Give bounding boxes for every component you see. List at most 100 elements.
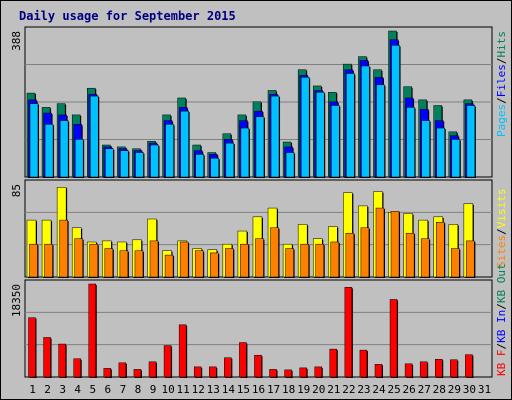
sites-bar — [420, 238, 430, 278]
sites-bar — [375, 207, 385, 278]
kbytes-bar — [404, 363, 413, 378]
legend-sites-visits: Sites/Visits — [495, 189, 508, 269]
pages-bar — [361, 65, 370, 178]
y-max-label-panel-1: 388 — [10, 31, 23, 51]
pages-bar — [210, 157, 220, 178]
kbytes-bar — [314, 366, 322, 378]
sites-bar — [360, 227, 370, 278]
sites-bar — [240, 243, 249, 278]
legend-pages-files-hits: Pages/Files/Hits — [495, 31, 508, 137]
legend-pages-files-hits-part: / — [495, 58, 508, 65]
kbytes-bar — [73, 358, 81, 378]
kbytes-bar — [58, 343, 66, 378]
sites-bar — [59, 219, 68, 278]
pages-bar — [195, 154, 204, 178]
pages-bar — [135, 152, 144, 178]
x-tick-label: 27 — [418, 383, 431, 396]
kbytes-bar — [239, 342, 247, 378]
sites-bar — [29, 243, 38, 278]
legend-kbytes-part: KB Out — [495, 263, 508, 303]
x-tick-label: 7 — [120, 383, 127, 396]
pages-bar — [466, 105, 476, 178]
sites-bar — [270, 227, 279, 278]
legend-kbytes: KB F/KB In/KB Out — [495, 263, 508, 376]
sites-bar — [119, 250, 129, 278]
sites-bar — [149, 240, 159, 278]
x-tick-label: 24 — [372, 383, 386, 396]
pages-bar — [436, 127, 445, 178]
kbytes-bar — [103, 368, 112, 378]
pages-bar — [90, 95, 99, 178]
sites-bar — [345, 232, 355, 278]
sites-bar — [315, 243, 324, 278]
legend-pages-files-hits-part: Hits — [495, 31, 508, 58]
legend-sites-visits-part: Visits — [495, 189, 508, 229]
kbytes-bar — [193, 366, 202, 378]
sites-bar — [466, 240, 475, 278]
x-tick-label: 15 — [237, 383, 250, 396]
x-tick-label: 9 — [150, 383, 157, 396]
x-tick-label: 31 — [478, 383, 491, 396]
x-tick-label: 4 — [74, 383, 81, 396]
pages-bar — [225, 142, 235, 178]
kbytes-bar — [28, 317, 36, 378]
x-tick-label: 29 — [448, 383, 461, 396]
sites-bar — [134, 250, 144, 278]
pages-bar — [29, 103, 39, 178]
x-tick-label: 28 — [433, 383, 446, 396]
x-tick-label: 26 — [403, 383, 416, 396]
pages-bar — [315, 92, 325, 178]
kbytes-bar — [148, 361, 157, 378]
sites-bar — [210, 252, 219, 278]
x-tick-label: 17 — [267, 383, 280, 396]
sites-bar — [405, 232, 415, 278]
legend-kbytes-part: / — [495, 343, 508, 350]
sites-bar — [89, 243, 99, 278]
kbytes-bar — [163, 345, 172, 378]
pages-bar — [376, 84, 385, 178]
pages-bar — [74, 139, 84, 178]
kbytes-bar — [359, 349, 368, 378]
sites-bar — [164, 254, 174, 278]
x-tick-label: 8 — [135, 383, 142, 396]
pages-bar — [346, 73, 355, 178]
sites-bar — [285, 248, 294, 278]
x-tick-label: 21 — [327, 383, 340, 396]
pages-bar — [105, 148, 114, 178]
pages-bar — [285, 152, 295, 178]
kbytes-bar — [465, 354, 473, 378]
kbytes-bar — [118, 362, 127, 378]
pages-bar — [406, 107, 415, 178]
sites-bar — [390, 211, 400, 278]
x-tick-label: 22 — [342, 383, 355, 396]
chart-title: Daily usage for September 2015 — [19, 9, 236, 23]
y-max-label-panel-2: 85 — [10, 184, 23, 197]
x-tick-label: 20 — [312, 383, 325, 396]
x-tick-label: 25 — [387, 383, 400, 396]
legend-kbytes-part: KB F — [495, 350, 508, 377]
pages-bar — [270, 95, 280, 178]
kbytes-bar — [269, 369, 277, 378]
sites-bar — [435, 222, 445, 278]
kbytes-bar — [284, 369, 292, 378]
x-tick-label: 1 — [29, 383, 36, 396]
kbytes-bar — [254, 354, 262, 378]
sites-bar — [330, 241, 340, 278]
sites-bar — [74, 238, 83, 278]
legend-sites-visits-part: Sites — [495, 235, 508, 268]
legend-kbytes-part: KB In — [495, 310, 508, 343]
x-tick-label: 13 — [207, 383, 220, 396]
x-tick-label: 14 — [222, 383, 236, 396]
kbytes-bar — [209, 366, 217, 378]
pages-bar — [255, 116, 265, 178]
pages-bar — [120, 150, 129, 178]
x-tick-label: 12 — [192, 383, 205, 396]
pages-bar — [391, 45, 400, 178]
pages-bar — [331, 105, 340, 178]
pages-bar — [59, 120, 69, 178]
kbytes-bar — [434, 359, 443, 378]
x-tick-label: 11 — [177, 383, 190, 396]
pages-bar — [240, 127, 250, 178]
pages-bar — [165, 124, 174, 178]
